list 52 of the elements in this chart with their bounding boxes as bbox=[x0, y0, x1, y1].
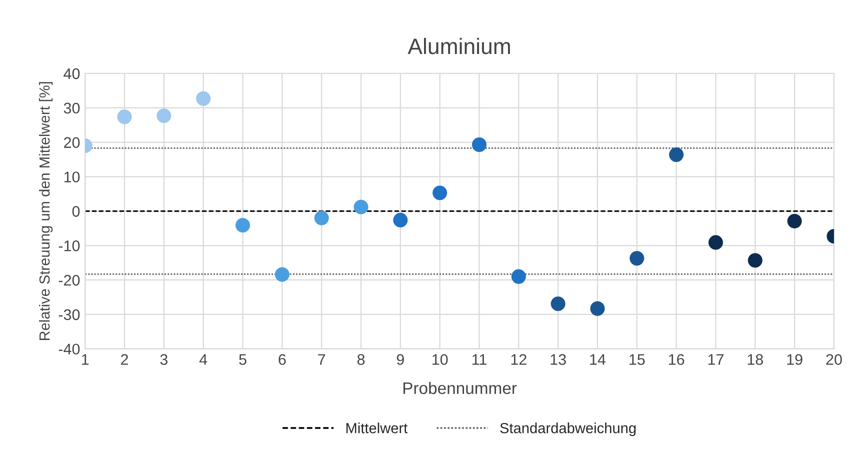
x-tick-label: 18 bbox=[748, 354, 763, 365]
x-tick-label: 12 bbox=[511, 354, 526, 365]
x-tick-label: 3 bbox=[160, 354, 168, 365]
x-tick-label: 9 bbox=[396, 354, 404, 365]
point bbox=[669, 147, 684, 162]
y-tick-label: -30 bbox=[58, 309, 80, 320]
point bbox=[511, 269, 526, 284]
x-tick-label: 10 bbox=[432, 354, 448, 365]
x-tick-label: 6 bbox=[278, 354, 286, 365]
point bbox=[787, 214, 802, 228]
point bbox=[314, 210, 329, 226]
point bbox=[472, 137, 487, 152]
x-tick-label: 4 bbox=[199, 354, 208, 365]
x-tick-label: 5 bbox=[239, 354, 246, 365]
point bbox=[274, 267, 290, 282]
x-tick-label: 2 bbox=[121, 354, 128, 365]
x-tick-label: 1 bbox=[82, 354, 89, 365]
point bbox=[708, 235, 724, 250]
x-tick-label: 8 bbox=[357, 354, 365, 365]
x-tick-label: 15 bbox=[630, 354, 645, 365]
x-tick-label: 13 bbox=[550, 354, 566, 365]
y-tick-label: -40 bbox=[58, 344, 80, 355]
point bbox=[117, 110, 132, 124]
point bbox=[590, 301, 605, 316]
x-tick-label: 14 bbox=[590, 354, 606, 365]
point bbox=[393, 212, 408, 228]
point bbox=[196, 91, 211, 106]
y-tick-label: 0 bbox=[72, 206, 80, 217]
y-tick-label: -20 bbox=[58, 274, 80, 286]
legend-label: Mittelwert bbox=[346, 422, 408, 434]
point bbox=[235, 218, 250, 233]
point bbox=[354, 200, 368, 214]
point bbox=[630, 251, 644, 266]
x-tick-label: 20 bbox=[826, 354, 842, 365]
y-tick-label: 10 bbox=[64, 172, 80, 182]
y-tick-label: 20 bbox=[64, 137, 80, 148]
x-tick-label: 11 bbox=[472, 354, 486, 365]
y-tick-label: 30 bbox=[64, 102, 80, 114]
y-tick-label: 40 bbox=[64, 68, 80, 80]
point bbox=[156, 108, 172, 124]
chart-title: Aluminium bbox=[408, 38, 510, 54]
x-axis-title: Probennummer bbox=[403, 382, 517, 394]
x-tick-label: 16 bbox=[668, 354, 684, 365]
y-tick-label: -10 bbox=[58, 240, 80, 252]
x-tick-label: 7 bbox=[318, 354, 326, 365]
point bbox=[748, 253, 762, 268]
point bbox=[432, 186, 448, 200]
point bbox=[550, 296, 566, 312]
x-tick-label: 19 bbox=[787, 354, 802, 365]
legend-label: Standardabweichung bbox=[500, 422, 636, 436]
y-axis-title: Relative Streuung um den Mittelwert [%] bbox=[39, 82, 53, 340]
x-tick-label: 17 bbox=[708, 354, 724, 365]
